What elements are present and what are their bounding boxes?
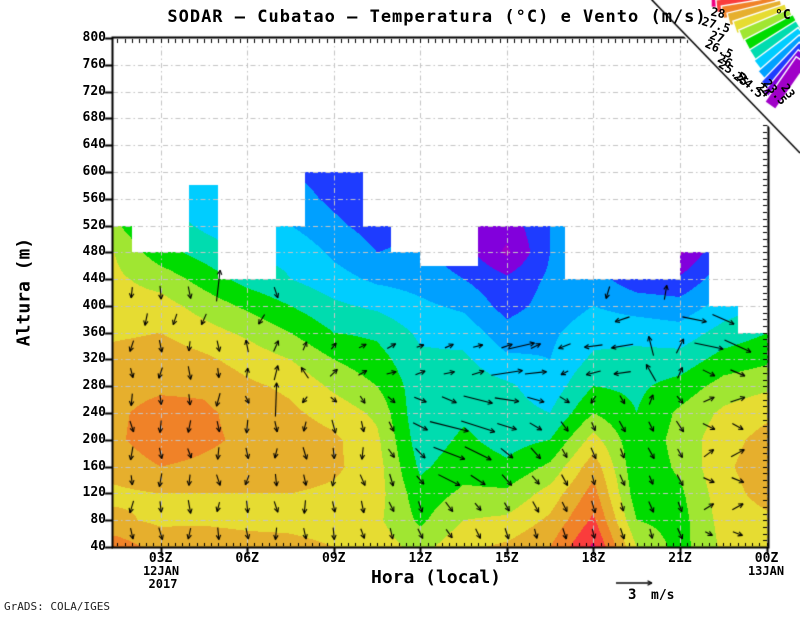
start-date-year: 2017 — [148, 577, 178, 591]
y-tick-label-520: 520 — [82, 217, 106, 233]
y-tick-label-40: 40 — [90, 539, 106, 554]
y-tick-label-280: 280 — [82, 378, 106, 394]
wind-scale-value: 3 — [628, 587, 637, 603]
chart-title: SODAR — Cubatao — Temperatura (°C) e Ven… — [167, 7, 707, 27]
y-tick-label-360: 360 — [82, 324, 106, 340]
y-tick-label-480: 480 — [82, 244, 106, 260]
legend-unit-label: °C — [775, 8, 791, 23]
y-tick-label-680: 680 — [82, 110, 106, 126]
y-tick-label-720: 720 — [82, 83, 106, 99]
start-date-day: 12JAN — [142, 564, 180, 578]
y-tick-label-240: 240 — [82, 405, 106, 421]
grads-credit: GrADS: COLA/IGES — [4, 600, 110, 613]
x-tick-label-06Z: 06Z — [235, 551, 259, 566]
y-tick-label-320: 320 — [82, 351, 106, 367]
wind-scale-unit: m/s — [651, 588, 675, 603]
y-axis-label: Altura (m) — [13, 237, 35, 347]
y-tick-label-160: 160 — [82, 458, 106, 474]
x-tick-label-15Z: 15Z — [495, 551, 519, 566]
y-tick-label-600: 600 — [82, 163, 106, 179]
y-tick-label-640: 640 — [82, 137, 106, 153]
y-tick-label-440: 440 — [82, 271, 106, 287]
y-tick-label-560: 560 — [82, 190, 106, 206]
x-tick-label-12Z: 12Z — [408, 551, 433, 566]
x-tick-label-00Z: 00Z — [754, 551, 779, 566]
y-tick-label-80: 80 — [90, 512, 106, 528]
y-tick-label-120: 120 — [82, 485, 106, 501]
end-date-day: 13JAN — [747, 564, 785, 578]
y-tick-label-400: 400 — [82, 297, 106, 313]
y-tick-label-800: 800 — [82, 30, 106, 45]
x-tick-label-18Z: 18Z — [581, 551, 606, 566]
x-tick-label-03Z: 03Z — [148, 551, 173, 566]
y-tick-label-760: 760 — [82, 56, 106, 72]
y-tick-label-200: 200 — [82, 431, 106, 447]
x-tick-label-09Z: 09Z — [321, 551, 346, 566]
x-axis-label: Hora (local) — [370, 567, 502, 588]
x-tick-label-21Z: 21Z — [668, 551, 692, 566]
